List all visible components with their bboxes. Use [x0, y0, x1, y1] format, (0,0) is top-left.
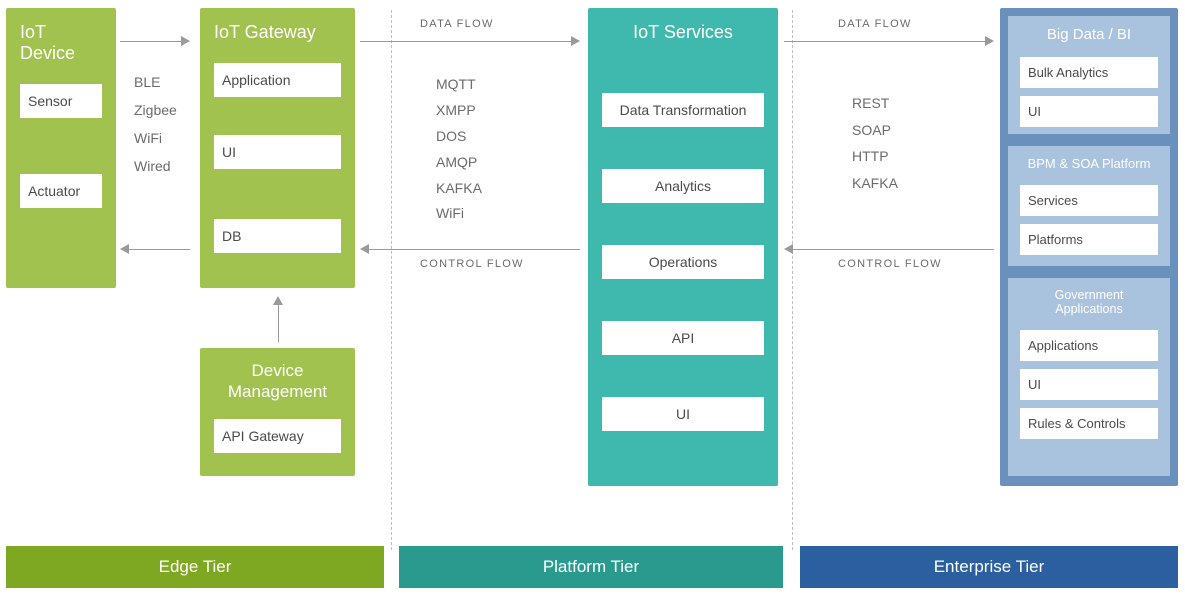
- chip-api: API: [602, 321, 764, 355]
- proto-wifi2: WiFi: [436, 201, 482, 227]
- chip-bulk-analytics: Bulk Analytics: [1020, 57, 1158, 88]
- chip-api-gateway: API Gateway: [214, 419, 341, 453]
- gov-title: Government Applications: [1008, 278, 1170, 322]
- label-data-flow-1: DATA FLOW: [420, 18, 494, 30]
- arrow-enterprise-platform-control: [784, 244, 994, 254]
- chip-services-ui: UI: [602, 397, 764, 431]
- proto-wifi: WiFi: [134, 124, 177, 152]
- arrow-platform-enterprise-data: [784, 36, 994, 46]
- iot-services-panel: IoT Services Data Transformation Analyti…: [588, 8, 778, 486]
- platform-tier-bar: Platform Tier: [399, 546, 783, 588]
- proto-http: HTTP: [852, 143, 898, 170]
- bpm-panel: BPM & SOA Platform Services Platforms: [1008, 146, 1170, 266]
- edge-tier-bar: Edge Tier: [6, 546, 384, 588]
- chip-data-transformation: Data Transformation: [602, 93, 764, 127]
- proto-kafka2: KAFKA: [852, 170, 898, 197]
- chip-gov-apps: Applications: [1020, 330, 1158, 361]
- proto-amqp: AMQP: [436, 150, 482, 176]
- proto-mqtt: MQTT: [436, 72, 482, 98]
- chip-actuator: Actuator: [20, 174, 102, 208]
- chip-bigdata-ui: UI: [1020, 96, 1158, 127]
- chip-db: DB: [214, 219, 341, 253]
- platform-tier-label: Platform Tier: [543, 557, 639, 577]
- enterprise-protocols: REST SOAP HTTP KAFKA: [852, 90, 898, 196]
- chip-gateway-ui: UI: [214, 135, 341, 169]
- chip-rules-controls: Rules & Controls: [1020, 408, 1158, 439]
- chip-services: Services: [1020, 185, 1158, 216]
- proto-kafka: KAFKA: [436, 176, 482, 202]
- proto-rest: REST: [852, 90, 898, 117]
- enterprise-tier-label: Enterprise Tier: [934, 557, 1045, 577]
- edge-protocols: BLE Zigbee WiFi Wired: [134, 68, 177, 180]
- gov-panel: Government Applications Applications UI …: [1008, 278, 1170, 476]
- proto-soap: SOAP: [852, 117, 898, 144]
- architecture-diagram: IoT Device Sensor Actuator BLE Zigbee Wi…: [0, 0, 1185, 600]
- bpm-title: BPM & SOA Platform: [1008, 146, 1170, 177]
- edge-tier-label: Edge Tier: [159, 557, 232, 577]
- proto-ble: BLE: [134, 68, 177, 96]
- iot-gateway-panel: IoT Gateway Application UI DB: [200, 8, 355, 288]
- device-management-panel: Device Management API Gateway: [200, 348, 355, 476]
- chip-application: Application: [214, 63, 341, 97]
- chip-gov-ui: UI: [1020, 369, 1158, 400]
- iot-services-title: IoT Services: [588, 8, 778, 53]
- devmgmt-title: Device Management: [200, 348, 355, 409]
- enterprise-tier-bar: Enterprise Tier: [800, 546, 1178, 588]
- proto-wired: Wired: [134, 152, 177, 180]
- label-control-flow-2: CONTROL FLOW: [838, 258, 942, 270]
- platform-protocols: MQTT XMPP DOS AMQP KAFKA WiFi: [436, 72, 482, 227]
- iot-device-panel: IoT Device Sensor Actuator: [6, 8, 116, 288]
- arrow-edge-platform-data: [360, 36, 580, 46]
- iot-device-title: IoT Device: [6, 8, 116, 74]
- chip-platforms: Platforms: [1020, 224, 1158, 255]
- iot-gateway-title: IoT Gateway: [200, 8, 355, 53]
- label-data-flow-2: DATA FLOW: [838, 18, 912, 30]
- bigdata-title: Big Data / BI: [1008, 16, 1170, 49]
- arrow-gateway-device: [120, 244, 190, 254]
- label-control-flow-1: CONTROL FLOW: [420, 258, 524, 270]
- chip-analytics: Analytics: [602, 169, 764, 203]
- arrow-devmgmt-gateway: [273, 296, 283, 342]
- proto-zigbee: Zigbee: [134, 96, 177, 124]
- arrow-platform-edge-control: [360, 244, 580, 254]
- chip-operations: Operations: [602, 245, 764, 279]
- proto-dos: DOS: [436, 124, 482, 150]
- arrow-device-gateway: [120, 36, 190, 46]
- divider-platform-enterprise: [792, 10, 793, 550]
- proto-xmpp: XMPP: [436, 98, 482, 124]
- chip-sensor: Sensor: [20, 84, 102, 118]
- divider-edge-platform: [391, 10, 392, 550]
- bigdata-panel: Big Data / BI Bulk Analytics UI: [1008, 16, 1170, 134]
